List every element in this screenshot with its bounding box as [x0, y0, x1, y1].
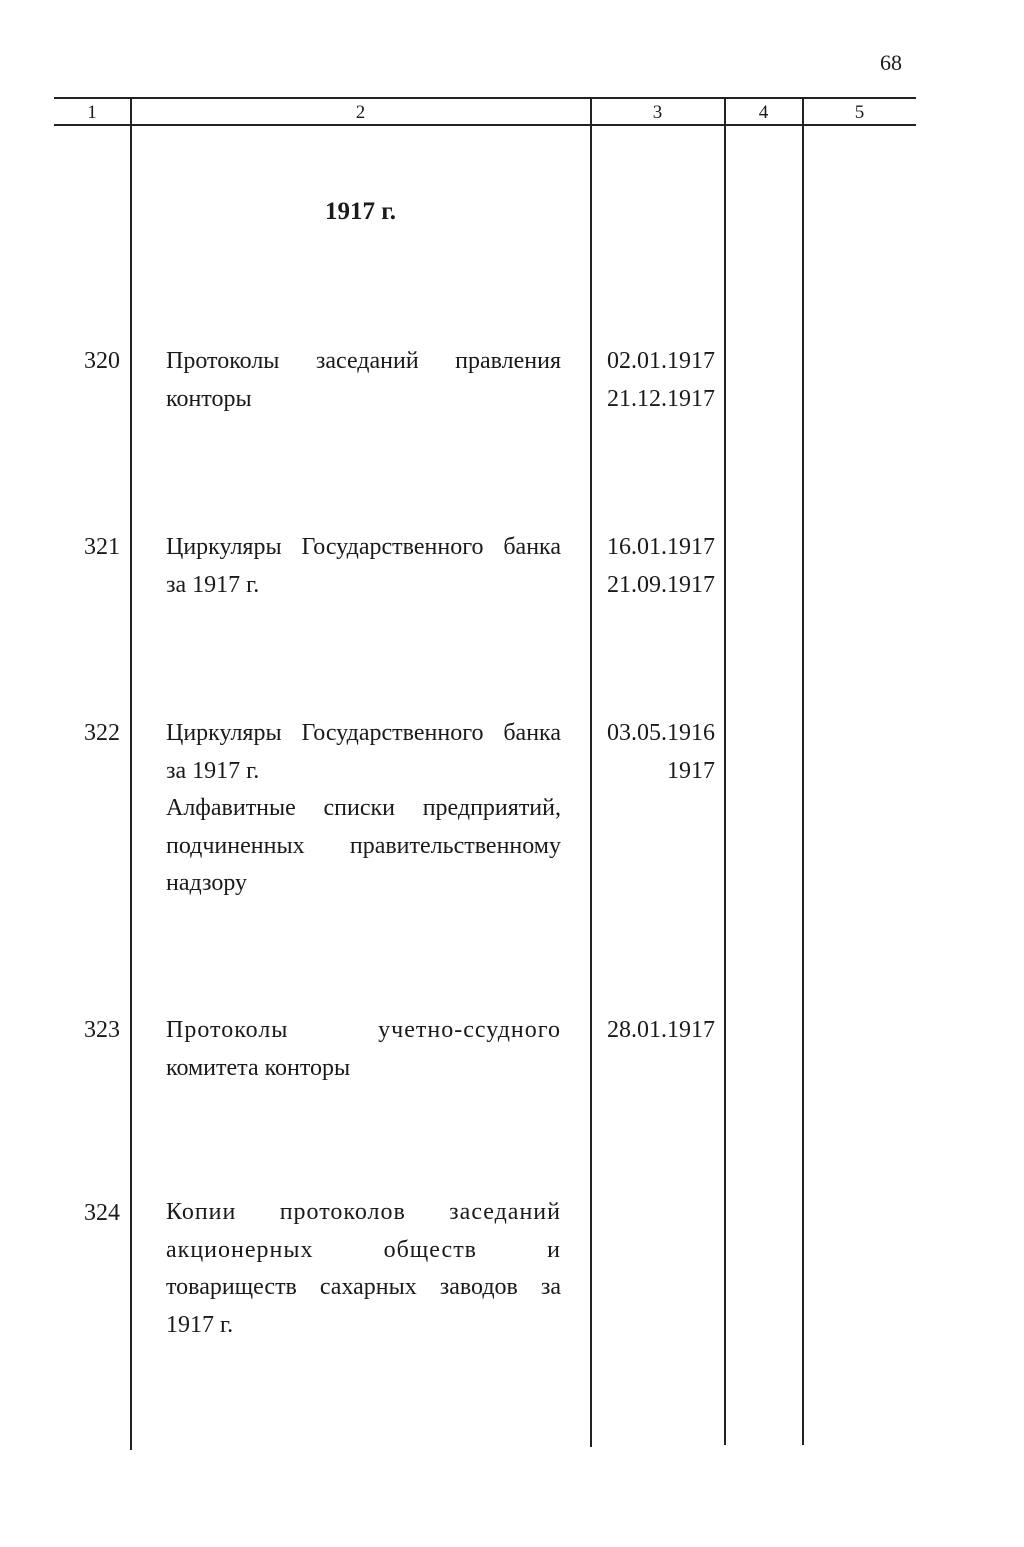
description-line: за 1917 г. [166, 757, 260, 784]
row-description: Протоколы заседаний правления конторы [166, 343, 561, 418]
row-number: 321 [84, 534, 120, 560]
section-title: 1917 г. [324, 198, 397, 225]
description-line: 1917 г. [166, 1311, 234, 1338]
column-divider-1 [130, 97, 132, 1450]
page-number: 68 [880, 50, 902, 75]
column-divider-3 [724, 97, 726, 1445]
column-divider-4 [802, 97, 804, 1445]
description-line: акционерных обществ и [166, 1236, 561, 1263]
row-description: Протоколы учетно-ссудного комитета конто… [166, 1012, 561, 1087]
column-divider-2 [590, 97, 592, 1447]
description-line: надзору [166, 870, 248, 896]
description-line: Копии протоколов заседаний [166, 1199, 561, 1225]
description-line: конторы [166, 385, 252, 412]
start-date: 02.01.1917 [607, 348, 715, 374]
header-col-1: 1 [87, 102, 97, 123]
description-line: за 1917 г. [166, 571, 260, 598]
description-line: Протоколы учетно-ссудного [166, 1017, 561, 1043]
header-col-2: 2 [355, 102, 366, 123]
header-col-5: 5 [854, 102, 865, 123]
row-number: 320 [84, 348, 120, 374]
header-col-4: 4 [758, 102, 769, 123]
description-line: Циркуляры Государственного банка [166, 534, 561, 560]
start-date: 16.01.1917 [607, 534, 715, 560]
row-number: 323 [84, 1017, 120, 1043]
row-dates: 03.05.1916 1917 [592, 715, 715, 790]
description-line: подчиненных правительственному [166, 832, 561, 859]
row-description: Циркуляры Государственного банка за 1917… [166, 715, 561, 903]
description-line: Алфавитные списки предприятий, [166, 795, 561, 821]
description-line: Протоколы заседаний правления [166, 348, 561, 374]
row-number: 322 [84, 720, 120, 746]
description-line: Циркуляры Государственного банка [166, 720, 561, 746]
start-date: 03.05.1916 [607, 720, 715, 746]
row-dates: 02.01.1917 21.12.1917 [592, 343, 715, 418]
row-description: Копии протоколов заседаний акционерных о… [166, 1194, 561, 1344]
header-bottom-rule [54, 124, 916, 126]
end-date: 21.12.1917 [607, 385, 715, 412]
row-dates: 16.01.1917 21.09.1917 [592, 529, 715, 604]
description-line: комитета конторы [166, 1054, 351, 1081]
row-number: 324 [84, 1200, 120, 1226]
start-date: 28.01.1917 [607, 1017, 715, 1043]
table-top-rule [54, 97, 916, 99]
end-date: 1917 [667, 757, 715, 784]
description-line: товариществ сахарных заводов за [166, 1274, 561, 1300]
row-description: Циркуляры Государственного банка за 1917… [166, 529, 561, 604]
end-date: 21.09.1917 [607, 571, 715, 598]
row-dates: 28.01.1917 [592, 1012, 715, 1050]
header-col-3: 3 [652, 102, 663, 123]
